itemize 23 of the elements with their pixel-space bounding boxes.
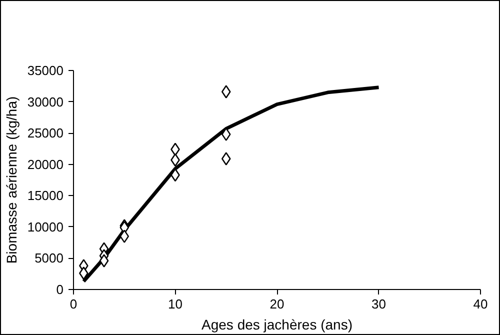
x-tick-label: 40	[473, 296, 488, 312]
x-tick-label: 20	[270, 296, 284, 312]
point	[99, 254, 109, 268]
y-tick-label: 25000	[27, 126, 64, 141]
point	[170, 142, 180, 156]
y-tick-label: 10000	[27, 219, 64, 234]
y-tick-label: 35000	[27, 63, 64, 78]
y-tick-label: 5000	[34, 250, 64, 266]
point	[120, 230, 130, 243]
point	[79, 266, 88, 280]
y-tick-label: 15000	[27, 188, 64, 204]
point	[221, 128, 231, 141]
y-tick-label: 0	[56, 282, 64, 297]
y-tick-label: 20000	[27, 156, 64, 172]
line-series	[82, 86, 380, 284]
y-axis-title: Biomasse aérienne (kg/ha)	[3, 96, 20, 264]
x-axis-title: Ages des jachères (ans)	[202, 316, 352, 332]
point	[221, 152, 231, 166]
x-tick-label: 10	[168, 296, 182, 312]
x-tick-label: 30	[372, 296, 386, 312]
x-tick-label: 0	[70, 296, 78, 312]
y-tick-label: 30000	[27, 94, 64, 110]
point	[221, 85, 231, 98]
